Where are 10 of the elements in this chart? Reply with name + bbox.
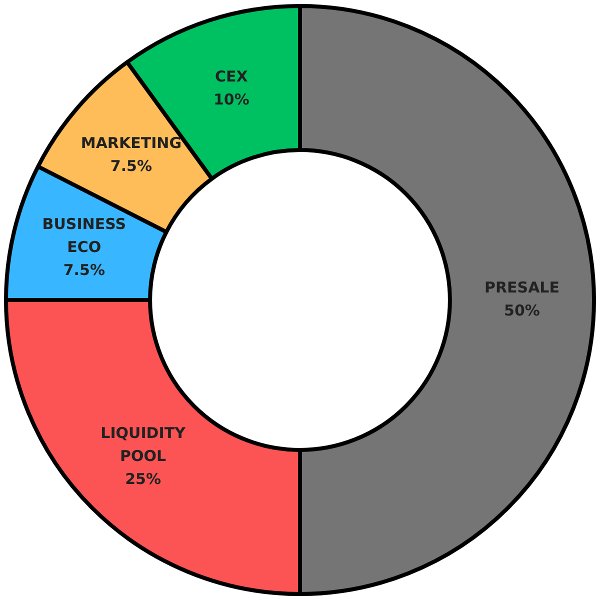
data-label: 10% [213, 90, 250, 108]
slice-label: LIQUIDITY POOL [100, 424, 187, 465]
data-label: 50% [504, 301, 540, 320]
slice-label: PRESALE [484, 278, 560, 296]
data-label: 7.5% [110, 157, 152, 176]
data-label: 7.5% [63, 261, 105, 280]
slice-label: BUSINESS ECO [42, 215, 126, 256]
slice-label: CEX [214, 67, 248, 86]
slice-label: MARKETING [80, 134, 182, 152]
data-label: 25% [125, 470, 161, 488]
